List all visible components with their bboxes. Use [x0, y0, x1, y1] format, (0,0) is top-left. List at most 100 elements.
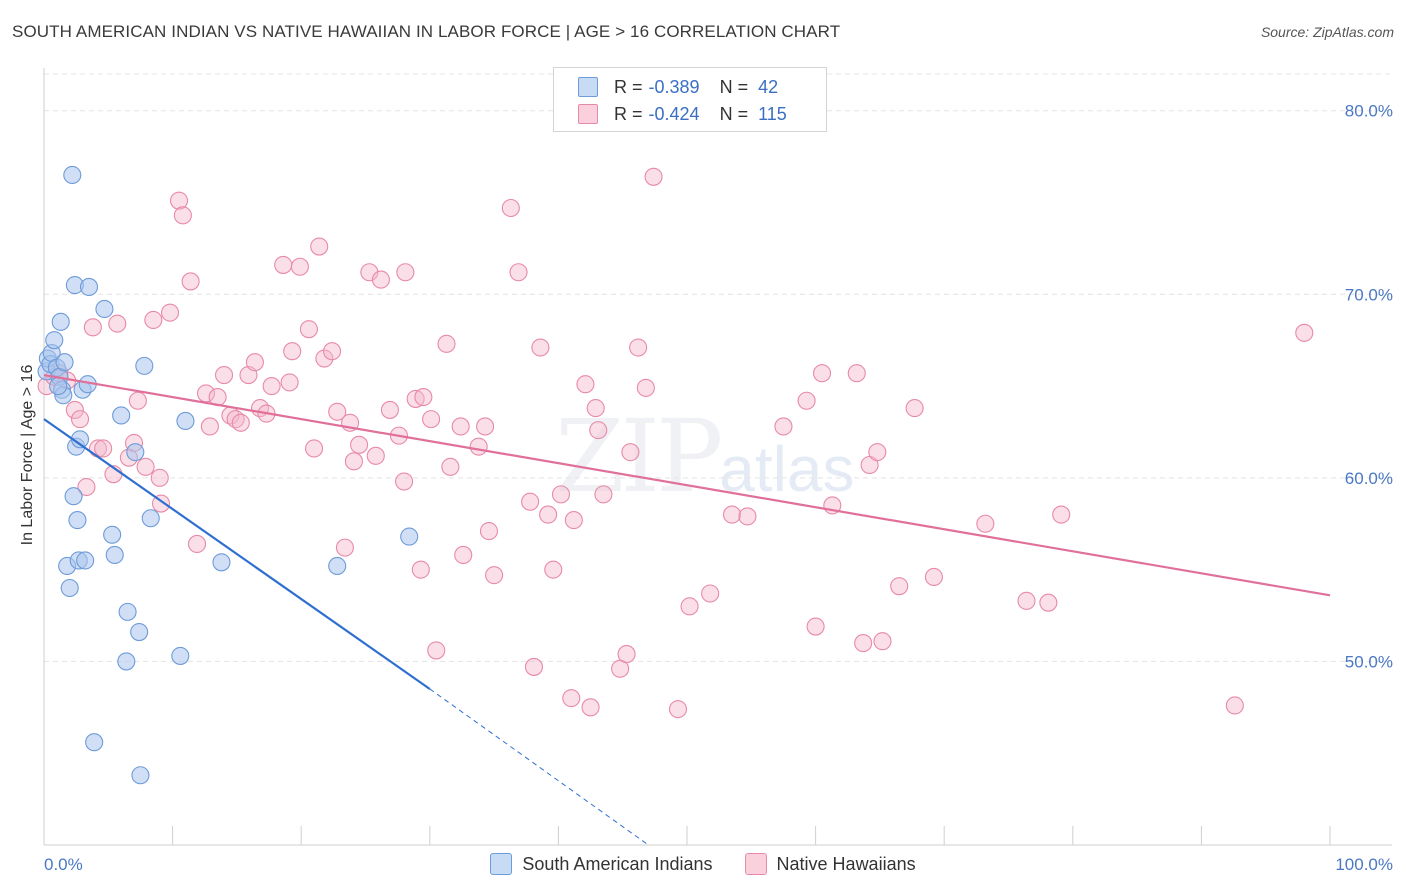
native-hawaiian-point: [262, 377, 281, 396]
native-hawaiian-point: [274, 255, 293, 274]
south-american-indian-trendline-extension: [429, 688, 649, 846]
native-hawaiian-point: [344, 452, 363, 471]
south-american-indian-point: [400, 527, 419, 546]
south-american-indian-point: [112, 406, 131, 425]
native-hawaiian-point: [976, 514, 995, 533]
south-american-indian-point: [176, 411, 195, 431]
native-hawaiian-point: [144, 310, 163, 330]
native-hawaiian-point: [350, 435, 369, 454]
native-hawaiian-point: [621, 443, 640, 462]
south-american-indian-point: [79, 277, 99, 296]
native-hawaiian-point: [169, 191, 189, 210]
native-hawaiian-point: [380, 400, 399, 419]
native-hawaiian-point: [476, 417, 495, 436]
native-hawaiian-point: [305, 439, 324, 458]
native-hawaiian-point: [70, 410, 90, 429]
native-hawaiian-point: [544, 560, 563, 579]
legend-item-native-hawaiians: Native Hawaiians: [744, 853, 916, 875]
south-american-indian-point: [103, 525, 122, 544]
native-hawaiian-point: [299, 320, 318, 339]
native-hawaiian-point: [280, 373, 299, 392]
south-american-indian-point: [135, 356, 154, 375]
native-hawaiian-point: [479, 522, 499, 541]
native-hawaiian-trendline: [43, 373, 1331, 597]
native-hawaiian-point: [290, 257, 309, 276]
native-hawaiian-point: [531, 338, 550, 357]
native-hawaiian-point: [644, 167, 663, 186]
native-hawaiian-point: [427, 641, 446, 660]
r-label: R =: [614, 76, 643, 97]
south-american-indian-point: [328, 556, 347, 576]
native-hawaiian-point: [539, 505, 558, 524]
native-hawaiian-point: [564, 511, 583, 530]
native-hawaiian-point: [160, 303, 180, 322]
r-value: -0.389: [648, 76, 700, 97]
native-hawaiian-point: [231, 413, 250, 432]
blue-swatch-icon: [578, 77, 598, 97]
south-american-indian-point: [118, 602, 137, 621]
south-american-indian-point: [55, 353, 74, 372]
pink-swatch-icon: [744, 853, 767, 875]
native-hawaiian-point: [422, 410, 441, 429]
native-hawaiian-point: [594, 485, 613, 504]
south-american-indian-point: [68, 511, 87, 530]
south-american-indian-point: [117, 652, 136, 671]
pink-swatch-icon: [578, 104, 598, 124]
native-hawaiian-point: [65, 400, 84, 419]
native-hawaiian-point: [371, 270, 390, 289]
native-hawaiian-point: [581, 698, 600, 717]
native-hawaiian-point: [77, 477, 96, 497]
y-tick-label: 70.0%: [1345, 285, 1393, 304]
native-hawaiian-point: [806, 617, 825, 636]
south-american-indian-trendline: [43, 418, 431, 690]
native-hawaiian-point: [173, 206, 192, 225]
native-hawaiian-point: [187, 534, 207, 553]
native-hawaiian-point: [629, 338, 648, 357]
native-hawaiian-point: [94, 439, 113, 458]
native-hawaiian-point: [396, 263, 415, 282]
native-hawaiian-point: [181, 272, 200, 291]
y-tick-label: 60.0%: [1345, 469, 1393, 488]
native-hawaiian-point: [738, 507, 757, 526]
native-hawaiian-point: [437, 334, 456, 353]
native-hawaiian-point: [200, 417, 219, 436]
r-label: R =: [614, 103, 643, 124]
native-hawaiian-point: [722, 505, 742, 524]
chart-source: Source: ZipAtlas.com: [1260, 24, 1394, 40]
south-american-indian-point: [51, 312, 70, 331]
native-hawaiian-point: [83, 318, 102, 337]
series-legend: South American Indians Native Hawaiians: [0, 852, 1406, 876]
south-american-indian-point: [85, 733, 104, 752]
n-value: 115: [758, 103, 787, 124]
n-value: 42: [758, 76, 779, 97]
r-value: -0.424: [648, 103, 700, 124]
native-hawaiian-point: [1052, 505, 1071, 524]
native-hawaiian-point: [509, 263, 528, 282]
native-hawaiian-point: [501, 198, 520, 218]
correlation-legend: R = -0.389 N = 42 R = -0.424 N = 115: [553, 67, 827, 132]
south-american-indian-point: [126, 443, 145, 462]
native-hawaiian-point: [668, 700, 688, 719]
native-hawaiian-point: [108, 314, 127, 333]
n-label: N =: [719, 103, 749, 124]
legend-label: South American Indians: [522, 853, 713, 874]
native-hawaiian-point: [441, 457, 460, 476]
native-hawaiian-point: [701, 584, 720, 603]
native-hawaiian-point: [680, 597, 699, 616]
south-american-indian-point: [105, 545, 124, 565]
native-hawaiian-point: [1225, 696, 1244, 715]
native-hawaiian-point: [454, 545, 473, 565]
south-american-indian-point: [49, 377, 68, 396]
native-hawaiian-point: [847, 364, 866, 383]
native-hawaiian-point: [366, 446, 385, 465]
native-hawaiian-point: [636, 378, 655, 397]
legend-item-south-american-indians: South American Indians: [490, 853, 713, 875]
native-hawaiian-point: [524, 657, 544, 676]
south-american-indian-point: [95, 299, 114, 319]
south-american-indian-point: [76, 551, 95, 570]
south-american-indian-point: [64, 487, 83, 506]
south-american-indian-point: [45, 331, 64, 350]
native-hawaiian-point: [136, 457, 155, 476]
native-hawaiian-point: [214, 366, 234, 385]
